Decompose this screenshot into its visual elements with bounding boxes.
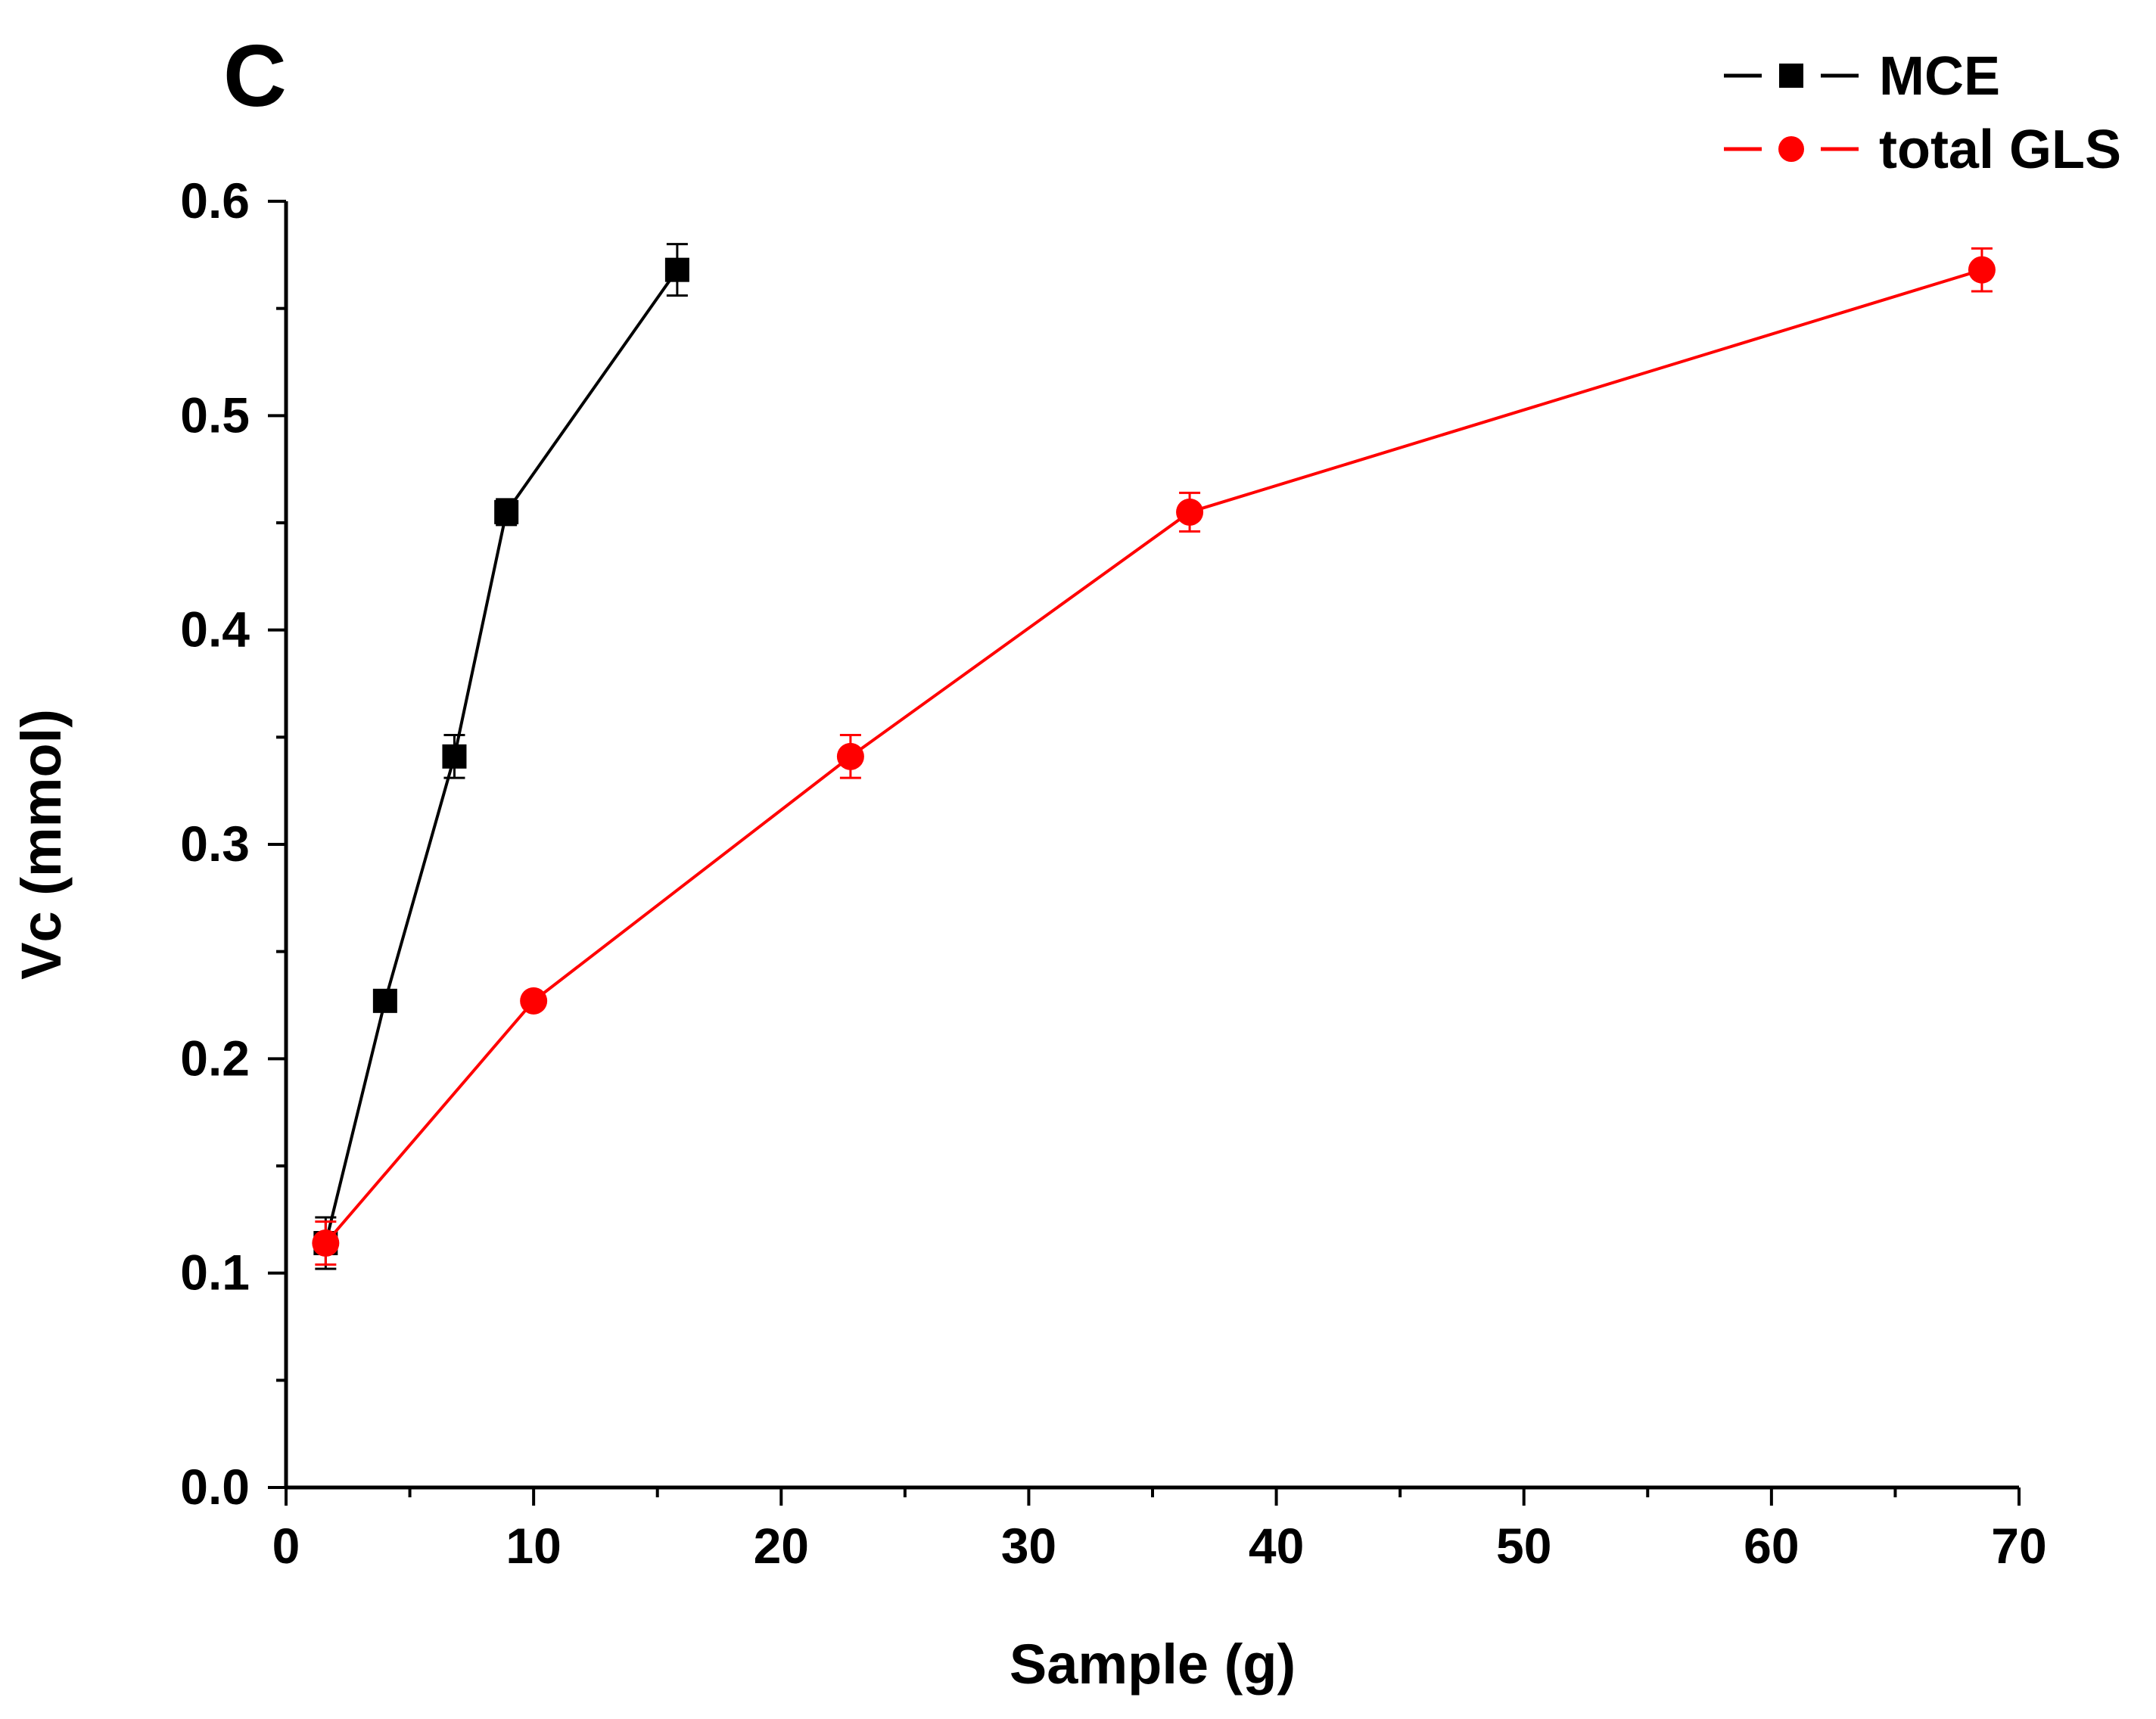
legend: MCE total GLS — [1724, 46, 2121, 180]
data-point-total-gls — [520, 987, 548, 1015]
data-point-total-gls — [1176, 498, 1204, 526]
plot-series — [312, 243, 1996, 1270]
data-point-total-gls — [1968, 256, 1996, 284]
legend-label-mce: MCE — [1879, 46, 2000, 107]
x-axis-title: Sample (g) — [1010, 1633, 1296, 1696]
x-tick-label: 0 — [272, 1518, 300, 1574]
y-tick-label: 0.5 — [180, 387, 250, 443]
legend-label-total-gls: total GLS — [1879, 120, 2121, 180]
y-ticks: 0.0 0.1 0.2 0.3 0.4 0.5 0.6 — [180, 173, 286, 1515]
y-tick-label: 0.1 — [180, 1245, 250, 1301]
data-point-mce — [664, 257, 689, 282]
x-ticks: 0 10 20 30 40 50 60 70 — [272, 1487, 2047, 1574]
x-tick-label: 10 — [506, 1518, 561, 1574]
y-tick-label: 0.3 — [180, 816, 250, 872]
legend-marker-total-gls — [1778, 136, 1804, 162]
y-tick-label: 0.6 — [180, 173, 250, 228]
series-mce — [313, 243, 689, 1270]
data-point-total-gls — [312, 1229, 340, 1257]
data-point-mce — [442, 744, 467, 769]
data-point-total-gls — [836, 742, 864, 770]
data-point-mce — [494, 499, 519, 524]
legend-marker-mce — [1779, 64, 1803, 88]
y-tick-label: 0.4 — [180, 601, 250, 657]
panel-letter: C — [223, 26, 287, 125]
axes — [284, 201, 2019, 1490]
series-total-gls — [312, 247, 1996, 1266]
x-tick-label: 60 — [1744, 1518, 1799, 1574]
x-tick-label: 40 — [1249, 1518, 1304, 1574]
y-axis-title: Vc (mmol) — [10, 709, 73, 980]
y-tick-label: 0.0 — [180, 1459, 250, 1515]
x-tick-label: 50 — [1496, 1518, 1551, 1574]
series-line-mce — [324, 269, 679, 1244]
x-tick-label: 70 — [1991, 1518, 2046, 1574]
y-tick-label: 0.2 — [180, 1030, 250, 1086]
legend-entry-mce: MCE — [1724, 46, 2000, 107]
data-point-mce — [372, 988, 397, 1013]
x-tick-label: 20 — [754, 1518, 809, 1574]
x-tick-label: 30 — [1001, 1518, 1056, 1574]
legend-entry-total-gls: total GLS — [1724, 120, 2121, 180]
